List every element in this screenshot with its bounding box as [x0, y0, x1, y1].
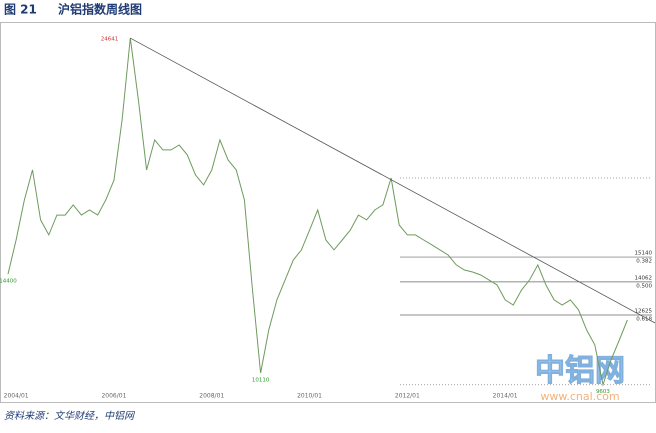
point-annotation: 14400 — [0, 279, 17, 285]
fib-level-label: 15140 — [635, 251, 653, 257]
fib-level-label: 12625 — [635, 309, 653, 315]
watermark-logo: 中铝网 — [535, 354, 625, 389]
source-note: 资料来源：文华财经，中铝网 — [4, 410, 136, 422]
fib-ratio-label: 0.618 — [636, 317, 652, 323]
x-tick-label: 2004/01 — [4, 393, 29, 400]
x-tick-label: 2006/01 — [101, 393, 126, 400]
trendline — [130, 37, 656, 324]
chart-title: 沪铝指数周线图 — [58, 2, 142, 17]
x-tick-label: 2008/01 — [199, 393, 224, 400]
x-tick-label: 2010/01 — [297, 393, 322, 400]
figure-number: 图 21 — [4, 3, 37, 17]
watermark-url: www.cnal.com — [540, 390, 619, 403]
price-line — [7, 37, 628, 387]
fib-ratio-label: 0.500 — [636, 283, 652, 289]
fib-level-label: 14062 — [635, 275, 653, 281]
x-tick-label: 2012/01 — [395, 393, 420, 400]
point-annotation: 9603 — [596, 389, 610, 395]
fib-ratio-label: 0.382 — [636, 259, 652, 265]
point-annotation: 10110 — [252, 377, 270, 383]
x-tick-label: 2014/01 — [493, 393, 518, 400]
point-annotation: 24641 — [101, 37, 119, 43]
